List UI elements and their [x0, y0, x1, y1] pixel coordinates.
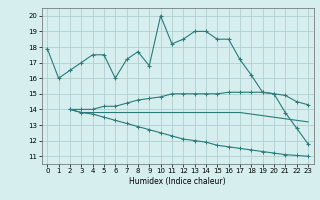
X-axis label: Humidex (Indice chaleur): Humidex (Indice chaleur) — [129, 177, 226, 186]
